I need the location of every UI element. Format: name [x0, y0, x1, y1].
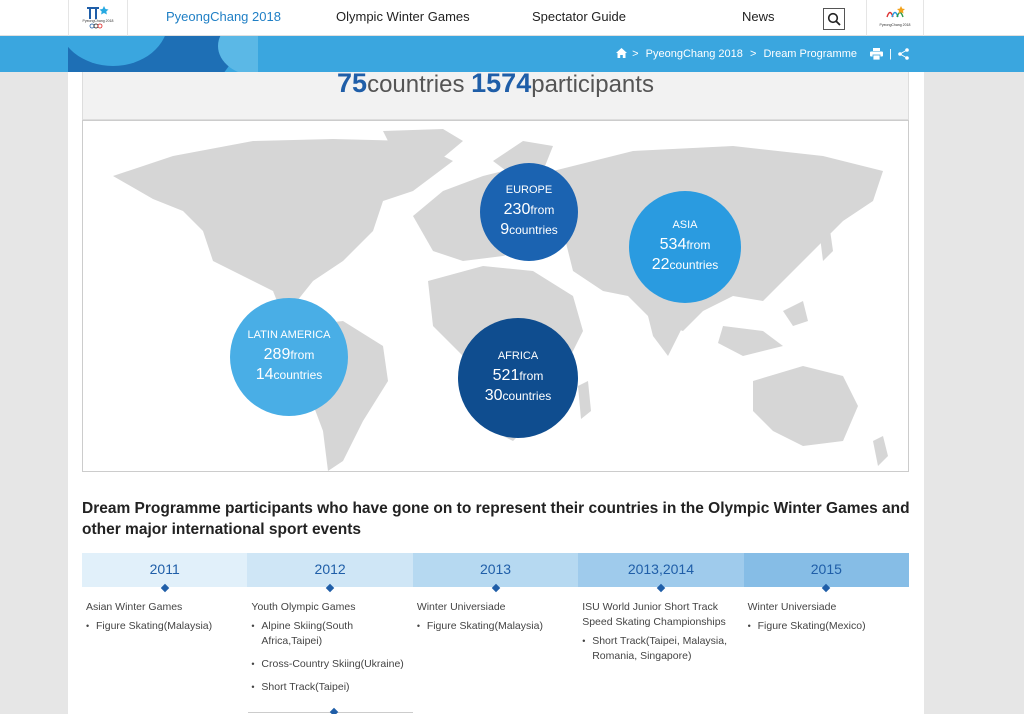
timeline-year[interactable]: 2013,2014 [578, 553, 744, 593]
event-title: Winter Universiade [416, 601, 506, 613]
region-name: ASIA [672, 219, 698, 231]
world-map: EUROPE 230from 9countries ASIA 534from 2… [82, 120, 909, 472]
timeline-marker [160, 583, 169, 593]
event-item: Figure Skating(Mexico) [748, 619, 905, 634]
region-countries-label: countries [669, 258, 719, 272]
year-label: 2011 [149, 561, 180, 577]
event-title: Youth Olympic Games [251, 601, 356, 613]
event-column: Asian Winter Games Figure Skating(Malays… [82, 600, 247, 703]
breadcrumb-bar: > PyeongChang 2018 > Dream Programme | [0, 36, 1024, 72]
region-participants: 534 [659, 236, 687, 253]
nav-news[interactable]: News [742, 9, 775, 24]
region-bubble-latin-america[interactable]: LATIN AMERICA 289from 14countries [230, 298, 348, 416]
page-tools: | [870, 46, 909, 62]
event-title: Winter Universiade [747, 601, 837, 613]
countries-count: 75 [337, 68, 368, 98]
timeline-marker [822, 583, 831, 593]
region-countries-label: countries [502, 389, 552, 403]
event-column: Winter Universiade Figure Skating(Malays… [413, 600, 578, 703]
stats-box: 75countries 1574participants [82, 68, 909, 120]
year-label: 2012 [314, 561, 346, 577]
timeline-year[interactable]: 2013 [412, 553, 579, 593]
region-countries-label: countries [509, 223, 558, 237]
banner-decoration [68, 36, 258, 72]
section-headline: Dream Programme participants who have go… [82, 500, 910, 538]
event-item: Figure Skating(Malaysia) [86, 619, 243, 634]
logo-left-caption: PyeongChang 2018 [83, 19, 114, 23]
countries-label: countries [367, 71, 465, 98]
pyeongchang-logo[interactable]: PyeongChang 2018 [68, 0, 128, 36]
region-countries: 22 [651, 256, 670, 273]
region-bubble-asia[interactable]: ASIA 534from 22countries [629, 191, 741, 303]
region-name: AFRICA [497, 350, 539, 362]
region-from-label: from [686, 238, 711, 252]
event-column: Youth Olympic Games Alpine Skiing(South … [247, 600, 412, 703]
year-label: 2013 [479, 561, 512, 577]
year-timeline: 2011 2012 2013 2013,2014 2015 [82, 553, 910, 593]
events-list: Asian Winter Games Figure Skating(Malays… [82, 600, 909, 703]
event-item: Cross-Country Skiing(Ukraine) [251, 657, 408, 672]
timeline-year[interactable]: 2011 [82, 553, 248, 593]
region-countries: 9 [500, 221, 510, 238]
print-icon[interactable] [870, 48, 883, 60]
tools-divider: | [889, 48, 892, 60]
year-label: 2015 [810, 561, 842, 577]
participants-count: 1574 [471, 68, 532, 98]
nav-olympic-winter-games[interactable]: Olympic Winter Games [336, 9, 470, 24]
breadcrumb-separator: > [749, 48, 757, 60]
region-from-label: from [519, 369, 544, 383]
nav-pyeongchang-2018[interactable]: PyeongChang 2018 [166, 9, 281, 24]
region-countries-label: countries [273, 368, 323, 382]
region-countries: 30 [484, 387, 503, 404]
event-item: Figure Skating(Malaysia) [417, 619, 574, 634]
region-from-label: from [530, 203, 555, 217]
breadcrumb-separator: > [632, 48, 639, 60]
region-participants: 521 [492, 367, 520, 384]
breadcrumb-dream-programme[interactable]: Dream Programme [763, 48, 857, 60]
home-icon[interactable] [616, 48, 628, 58]
nav-spectator-guide[interactable]: Spectator Guide [532, 9, 626, 24]
timeline-marker [325, 583, 335, 593]
search-button[interactable] [823, 8, 845, 30]
event-column: Winter Universiade Figure Skating(Mexico… [744, 600, 909, 703]
region-participants: 289 [263, 346, 291, 363]
event-item: Short Track(Taipei) [251, 680, 408, 695]
region-bubble-africa[interactable]: AFRICA 521from 30countries [458, 318, 578, 438]
region-participants: 230 [503, 201, 531, 218]
participants-label: participants [531, 71, 654, 98]
region-from-label: from [290, 348, 315, 362]
timeline-marker [491, 583, 500, 593]
stats-line: 75countries 1574participants [83, 68, 908, 99]
region-countries: 14 [255, 366, 274, 383]
region-bubble-europe[interactable]: EUROPE 230from 9countries [480, 163, 578, 261]
search-icon [827, 12, 841, 26]
breadcrumb: > PyeongChang 2018 > Dream Programme [616, 36, 859, 72]
year-label: 2013,2014 [627, 561, 695, 577]
timeline-marker [656, 583, 666, 593]
event-title: Asian Winter Games [86, 601, 183, 613]
region-name: LATIN AMERICA [247, 329, 331, 341]
timeline-year[interactable]: 2012 [247, 553, 413, 593]
timeline-year[interactable]: 2015 [743, 553, 910, 593]
main-content: 75countries 1574participants [68, 68, 924, 714]
event-item: Alpine Skiing(South Africa,Taipei) [251, 619, 408, 649]
logo-right-caption: PyeongChang 2018 [880, 23, 911, 27]
breadcrumb-pyeongchang-2018[interactable]: PyeongChang 2018 [645, 48, 743, 60]
top-nav: PyeongChang 2018 PyeongChang 2018 Olympi… [0, 0, 1024, 36]
share-icon[interactable] [898, 48, 909, 60]
bottom-marker [329, 707, 339, 714]
event-item: Short Track(Taipei, Malaysia, Romania, S… [582, 634, 739, 664]
region-name: EUROPE [505, 184, 553, 196]
paralympic-logo[interactable]: PyeongChang 2018 [866, 0, 924, 36]
event-title: ISU World Junior Short Track Speed Skati… [582, 601, 726, 628]
event-column: ISU World Junior Short Track Speed Skati… [578, 600, 743, 703]
